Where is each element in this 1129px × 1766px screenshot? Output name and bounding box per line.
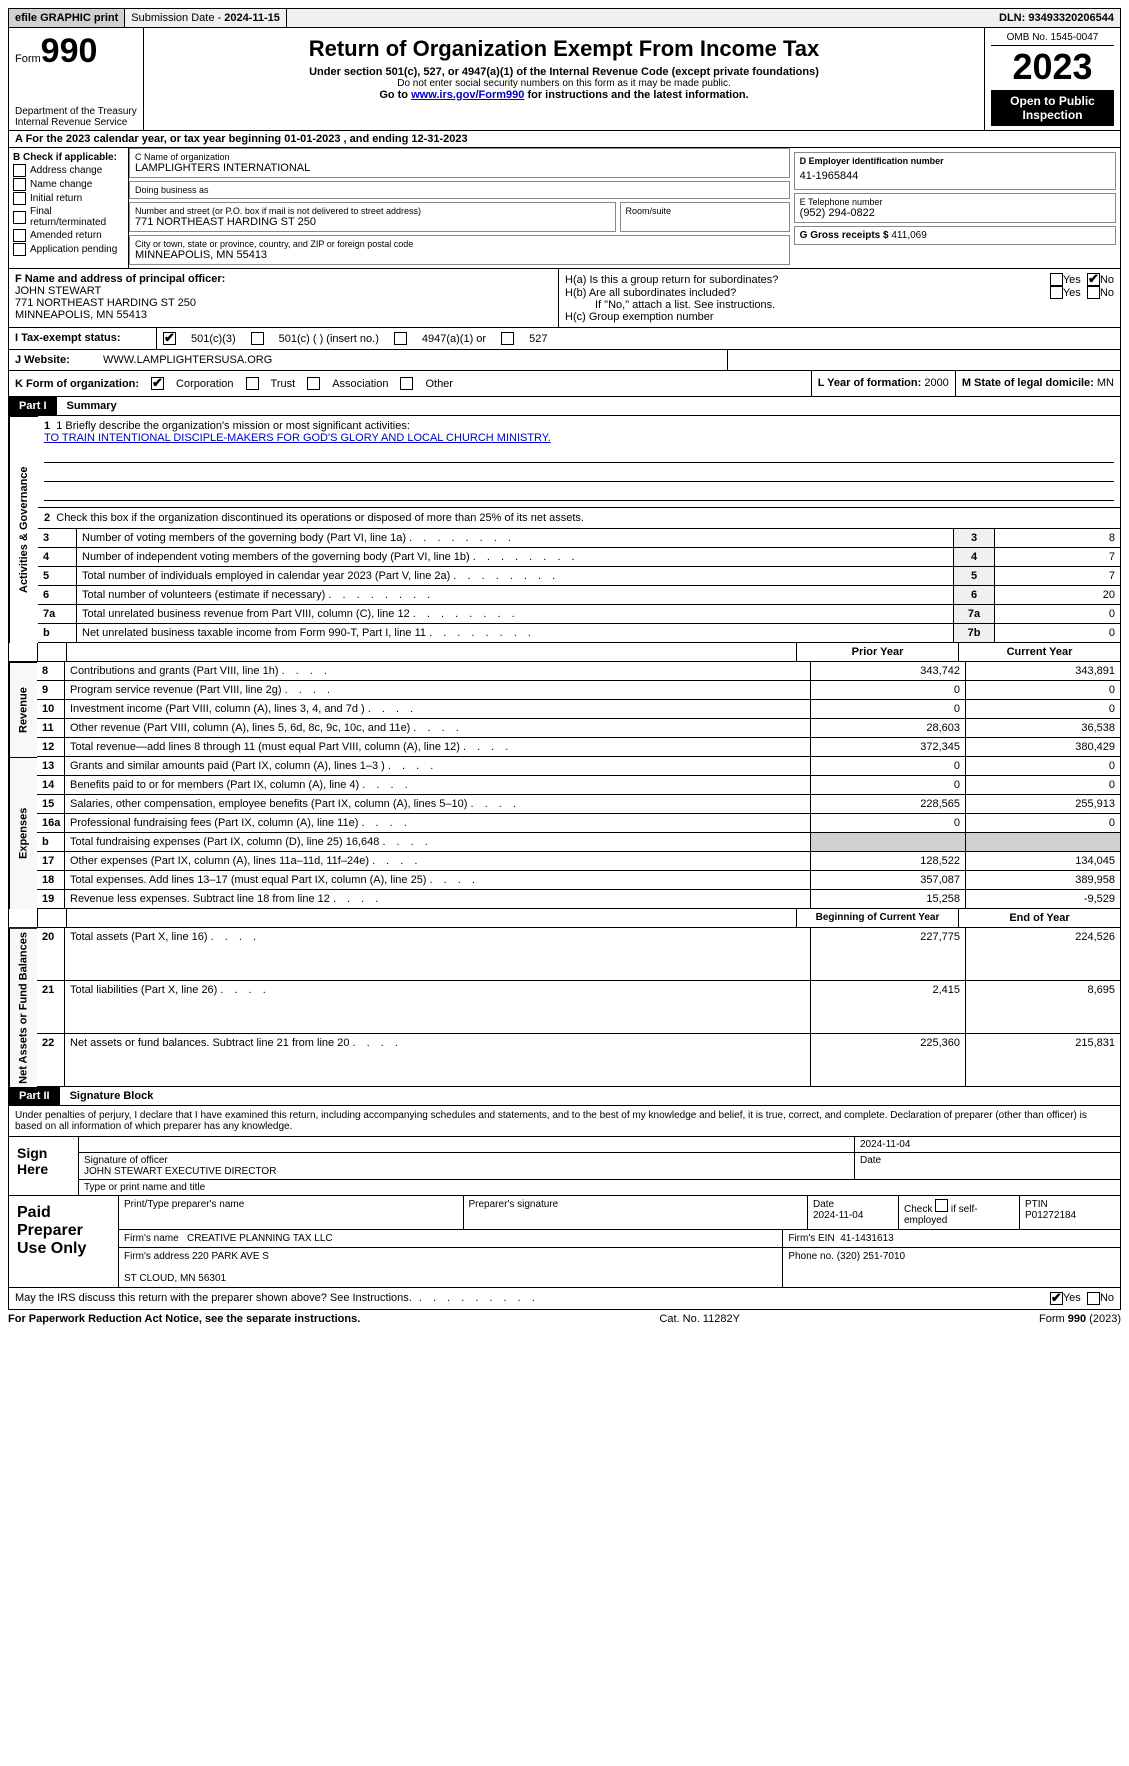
cb-501c3[interactable] — [163, 332, 176, 345]
top-bar: efile GRAPHIC print Submission Date - 20… — [8, 8, 1121, 28]
paid-preparer-block: Paid Preparer Use Only Print/Type prepar… — [8, 1196, 1121, 1288]
cb-self-employed[interactable] — [935, 1199, 948, 1212]
cb-trust[interactable] — [246, 377, 259, 390]
header-right-block: OMB No. 1545-0047 2023 Open to Public In… — [985, 28, 1120, 130]
sign-here-block: Sign Here 2024-11-04 Signature of office… — [8, 1137, 1121, 1196]
form-number-block: Form990 Department of the Treasury Inter… — [9, 28, 144, 130]
form-title: Return of Organization Exempt From Incom… — [150, 36, 978, 62]
cb-ha-yes[interactable] — [1050, 273, 1063, 286]
cb-name-change[interactable] — [13, 178, 26, 191]
cb-4947[interactable] — [394, 332, 407, 345]
cb-initial-return[interactable] — [13, 192, 26, 205]
row-a-tax-period: A For the 2023 calendar year, or tax yea… — [8, 131, 1121, 148]
row-i-status: I Tax-exempt status: 501(c)(3) 501(c) ( … — [8, 328, 1121, 350]
cb-hb-no[interactable] — [1087, 286, 1100, 299]
row-fh: F Name and address of principal officer:… — [8, 269, 1121, 328]
cb-527[interactable] — [501, 332, 514, 345]
irs-discuss-row: May the IRS discuss this return with the… — [8, 1288, 1121, 1310]
header-title-block: Return of Organization Exempt From Incom… — [144, 28, 985, 130]
dln: DLN: 93493320206544 — [993, 9, 1120, 27]
row-h-group: H(a) Is this a group return for subordin… — [559, 269, 1120, 327]
netassets-grid: Net Assets or Fund Balances20Total asset… — [8, 928, 1121, 1087]
cb-other[interactable] — [400, 377, 413, 390]
cb-final-return[interactable] — [13, 211, 26, 224]
revenue-grid: Revenue8Contributions and grants (Part V… — [8, 662, 1121, 757]
col-d-ein-phone: D Employer identification number41-19658… — [790, 148, 1120, 268]
col-c-org-info: C Name of organizationLAMPLIGHTERS INTER… — [129, 148, 790, 268]
cb-amended[interactable] — [13, 229, 26, 242]
cb-501c[interactable] — [251, 332, 264, 345]
row-klm: K Form of organization: Corporation Trus… — [8, 371, 1121, 397]
cb-discuss-yes[interactable] — [1050, 1292, 1063, 1305]
cb-app-pending[interactable] — [13, 243, 26, 256]
dept-treasury: Department of the Treasury Internal Reve… — [15, 106, 137, 128]
form-header: Form990 Department of the Treasury Inter… — [8, 28, 1121, 131]
cb-corp[interactable] — [151, 377, 164, 390]
expense-grid: Expenses13Grants and similar amounts pai… — [8, 757, 1121, 909]
part2-header: Part II Signature Block — [8, 1087, 1121, 1106]
row-j-website: J Website: WWW.LAMPLIGHTERSUSA.ORG — [8, 350, 1121, 371]
submission-date: Submission Date - 2024-11-15 — [125, 9, 287, 27]
cb-ha-no[interactable] — [1087, 273, 1100, 286]
part1-header: Part I Summary — [8, 397, 1121, 416]
penalty-text: Under penalties of perjury, I declare th… — [8, 1106, 1121, 1137]
cb-assoc[interactable] — [307, 377, 320, 390]
efile-label: efile GRAPHIC print — [9, 9, 125, 27]
tax-year: 2023 — [991, 46, 1114, 88]
cb-discuss-no[interactable] — [1087, 1292, 1100, 1305]
cb-hb-yes[interactable] — [1050, 286, 1063, 299]
vert-ag: Activities & Governance — [9, 416, 38, 643]
col-b-checkboxes: B Check if applicable: Address change Na… — [9, 148, 129, 268]
page-footer: For Paperwork Reduction Act Notice, see … — [8, 1310, 1121, 1328]
irs-link[interactable]: www.irs.gov/Form990 — [411, 89, 524, 101]
row-f-officer: F Name and address of principal officer:… — [9, 269, 559, 327]
section-bcd: B Check if applicable: Address change Na… — [8, 148, 1121, 269]
cb-address-change[interactable] — [13, 164, 26, 177]
mission-text: TO TRAIN INTENTIONAL DISCIPLE-MAKERS FOR… — [44, 432, 551, 444]
